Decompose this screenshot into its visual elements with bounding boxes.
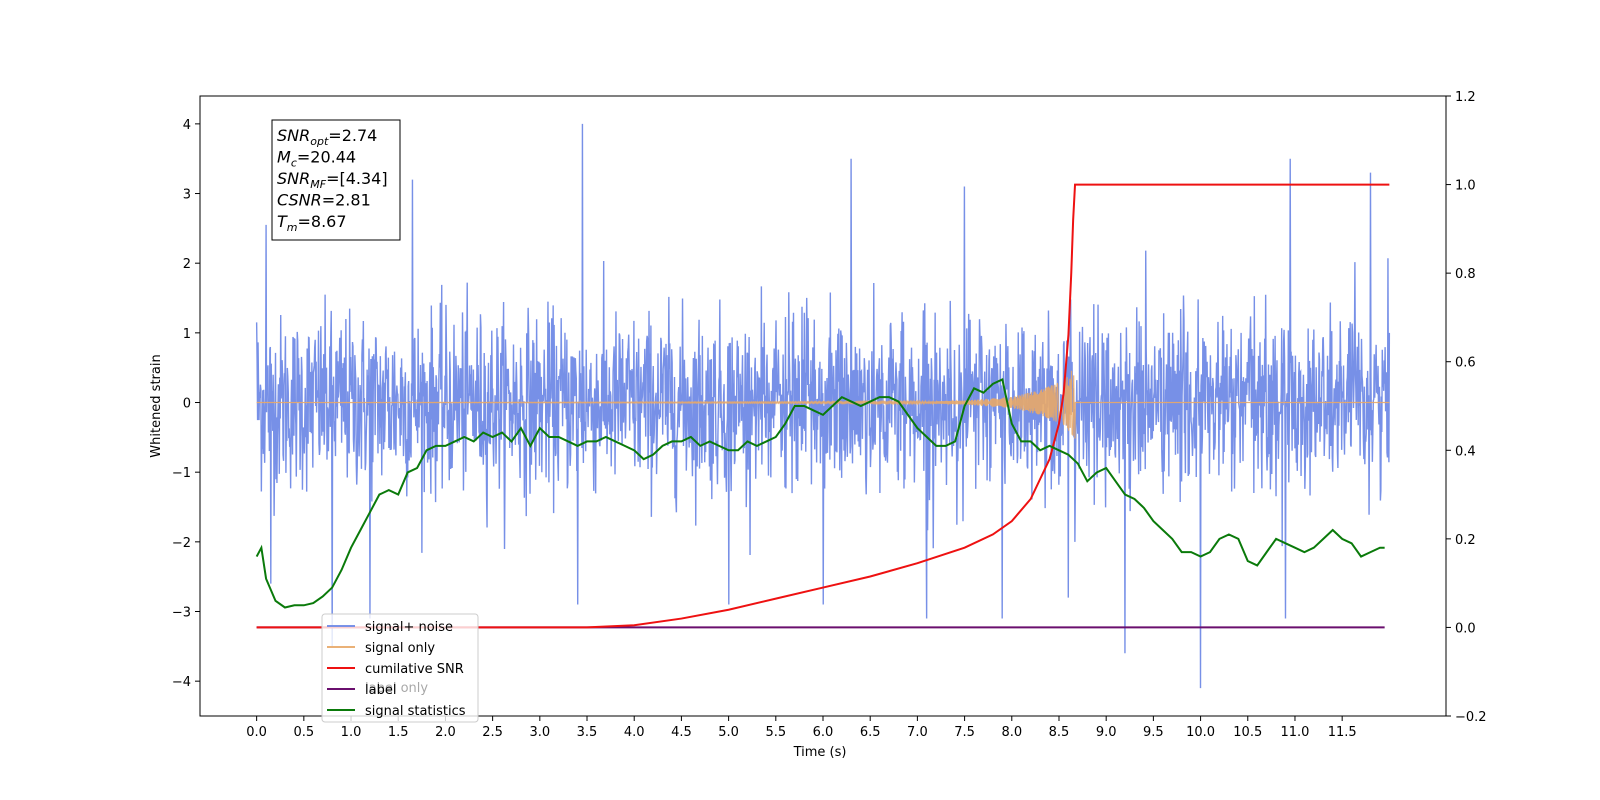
- x-tick-label: 8.5: [1049, 725, 1070, 740]
- y2-tick-label: 0.4: [1455, 444, 1476, 459]
- x-tick-label: 7.0: [907, 725, 928, 740]
- x-tick-label: 8.0: [1001, 725, 1022, 740]
- x-tick-label: 9.0: [1096, 725, 1117, 740]
- x-tick-label: 6.0: [813, 725, 834, 740]
- annotation-line: CSNR=2.81: [277, 191, 371, 210]
- x-tick-label: 4.5: [671, 725, 692, 740]
- x-tick-label: 9.5: [1143, 725, 1164, 740]
- x-tick-label: 5.5: [765, 725, 786, 740]
- y2-tick-label: 0.2: [1455, 533, 1476, 548]
- series-cumulative-snr: [256, 183, 1390, 629]
- legend-label: cumilative SNR: [365, 662, 464, 677]
- legend-label: label: [365, 683, 396, 698]
- annotation-frame: [271, 119, 401, 241]
- x-axis: 0.0 0.5 1.0 1.5 2.0 2.5 3.0 3.5 4.0 4.5 5.0 5.5 6.0 6…: [246, 716, 1357, 740]
- legend-label: signal only: [365, 641, 435, 656]
- y-axis-left: −4 −3 −2 −1 0 1 2 3 4: [172, 118, 200, 690]
- x-tick-label: 3.5: [577, 725, 598, 740]
- x-tick-label: 11.5: [1328, 725, 1357, 740]
- y-tick-label: 4: [183, 118, 191, 133]
- annotation-line: Tm=8.67: [277, 212, 347, 234]
- x-tick-label: 5.0: [718, 725, 739, 740]
- x-tick-label: 4.0: [624, 725, 645, 740]
- series-signal-statistics: [255, 377, 1385, 609]
- y-axis-title: Whitened strain: [149, 354, 164, 457]
- x-tick-label: 6.5: [860, 725, 881, 740]
- y-axis-right: −0.2 0.0 0.2 0.4 0.6 0.8 1.0 1.2: [1446, 90, 1487, 725]
- y2-tick-label: 0.6: [1455, 356, 1476, 371]
- x-tick-label: 10.5: [1233, 725, 1262, 740]
- y2-tick-label: 0.0: [1455, 621, 1476, 636]
- x-tick-label: 1.0: [341, 725, 362, 740]
- y-tick-label: −4: [172, 675, 191, 690]
- stats-annotation-box: SNRopt=2.74Mc=20.44SNRMF=[4.34]CSNR=2.81…: [271, 119, 401, 241]
- legend-label-ghost: label only: [365, 681, 428, 696]
- y2-tick-label: 1.0: [1455, 179, 1476, 194]
- annotation-line: SNRopt=2.74: [277, 126, 377, 148]
- x-tick-label: 10.0: [1186, 725, 1215, 740]
- y-tick-label: 0: [183, 397, 191, 412]
- y-tick-label: 3: [183, 188, 191, 203]
- y2-tick-label: 0.8: [1455, 267, 1476, 282]
- x-tick-label: 2.0: [435, 725, 456, 740]
- series-signal-noise: [255, 123, 1391, 689]
- annotation-line: Mc=20.44: [277, 148, 356, 170]
- x-tick-label: 3.0: [529, 725, 550, 740]
- x-tick-label: 1.5: [388, 725, 409, 740]
- y-tick-label: −2: [172, 536, 191, 551]
- annotation-line: SNRMF=[4.34]: [277, 169, 388, 191]
- y2-tick-label: 1.2: [1455, 90, 1476, 105]
- legend-label: signal+ noise: [365, 620, 453, 635]
- x-tick-label: 7.5: [954, 725, 975, 740]
- y2-tick-label: −0.2: [1455, 710, 1487, 725]
- legend-frame: [321, 613, 479, 723]
- series-signal-only: [256, 370, 1390, 439]
- x-axis-title: Time (s): [793, 745, 847, 760]
- legend-label: signal statistics: [365, 704, 466, 719]
- legend: signal+ noise signal only cumilative SNR la…: [321, 613, 479, 723]
- x-tick-label: 11.0: [1280, 725, 1309, 740]
- y-tick-label: 2: [183, 257, 191, 272]
- x-tick-label: 0.0: [246, 725, 267, 740]
- y-tick-label: 1: [183, 327, 191, 342]
- y-tick-label: −3: [172, 606, 191, 621]
- y-tick-label: −1: [172, 466, 191, 481]
- x-tick-label: 2.5: [482, 725, 503, 740]
- x-tick-label: 0.5: [293, 725, 314, 740]
